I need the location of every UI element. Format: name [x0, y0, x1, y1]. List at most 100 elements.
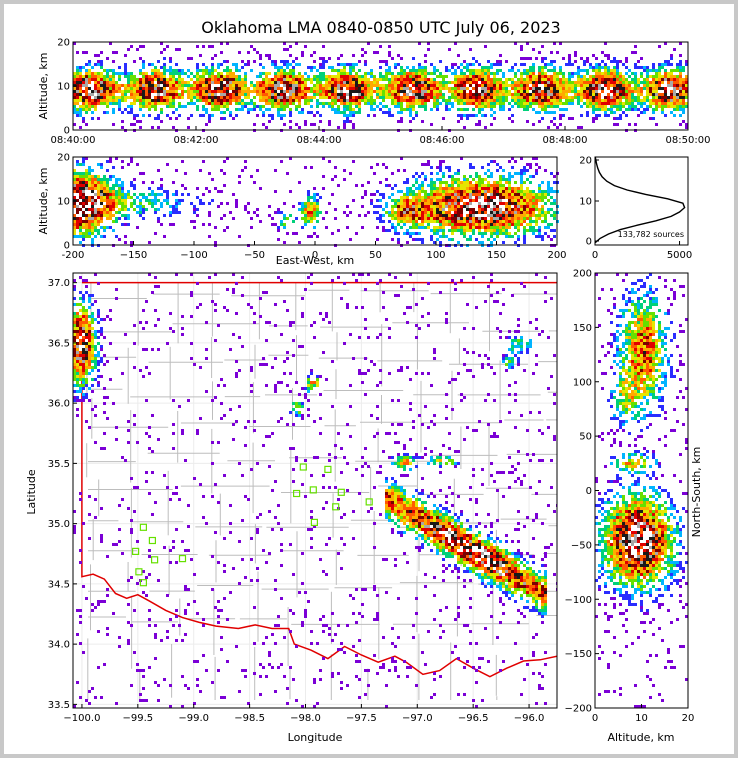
east-west-cell	[451, 229, 454, 232]
map-background	[73, 273, 557, 708]
east-west-cell	[532, 226, 535, 229]
time-altitude-cell	[478, 96, 481, 99]
time-altitude-cell	[328, 102, 331, 105]
time-altitude-cell	[367, 78, 370, 81]
time-altitude-cell	[541, 75, 544, 78]
east-west-cell	[127, 217, 130, 220]
time-altitude-cell	[670, 81, 673, 84]
east-west-cell	[406, 202, 409, 205]
east-west-cell	[547, 199, 550, 202]
time-altitude-cell	[118, 84, 121, 87]
time-altitude-cell	[646, 69, 649, 72]
time-altitude-cell	[577, 75, 580, 78]
time-altitude-cell	[265, 90, 268, 93]
time-altitude-cell	[115, 102, 118, 105]
east-west-cell	[535, 157, 538, 160]
east-west-cell	[427, 196, 430, 199]
east-west-cell	[382, 220, 385, 223]
time-altitude-cell	[490, 93, 493, 96]
time-altitude-cell	[289, 45, 292, 48]
east-west-cell	[493, 181, 496, 184]
time-altitude-cell	[553, 60, 556, 63]
time-altitude-cell	[553, 102, 556, 105]
time-altitude-cell	[685, 87, 688, 90]
time-altitude-cell	[208, 99, 211, 102]
time-altitude-cell	[199, 81, 202, 84]
time-altitude-cell	[550, 87, 553, 90]
time-altitude-cell	[157, 84, 160, 87]
east-west-cell	[469, 223, 472, 226]
time-altitude-cell	[265, 93, 268, 96]
time-altitude-cell	[220, 93, 223, 96]
time-altitude-cell	[460, 78, 463, 81]
time-altitude-cell	[625, 87, 628, 90]
time-altitude-cell	[178, 75, 181, 78]
time-altitude-cell	[151, 96, 154, 99]
time-altitude-cell	[319, 57, 322, 60]
time-altitude-cell	[406, 87, 409, 90]
time-altitude-cell	[652, 75, 655, 78]
east-west-cell	[508, 226, 511, 229]
east-west-cell	[430, 199, 433, 202]
time-altitude-cell	[577, 84, 580, 87]
east-west-cell	[445, 202, 448, 205]
time-altitude-cell	[358, 108, 361, 111]
east-west-cell	[553, 229, 556, 232]
time-altitude-cell	[493, 105, 496, 108]
east-west-cell	[475, 199, 478, 202]
east-west-cell	[82, 193, 85, 196]
east-west-cell	[385, 202, 388, 205]
time-altitude-cell	[562, 81, 565, 84]
east-west-cell	[487, 190, 490, 193]
time-altitude-cell	[592, 102, 595, 105]
east-west-cell	[439, 202, 442, 205]
east-west-cell	[127, 190, 130, 193]
east-west-cell	[394, 202, 397, 205]
east-west-cell	[484, 172, 487, 175]
time-altitude-cell	[604, 114, 607, 117]
time-altitude-cell	[187, 126, 190, 129]
east-west-cell	[505, 202, 508, 205]
time-altitude-cell	[538, 87, 541, 90]
east-west-cell	[448, 208, 451, 211]
time-altitude-cell	[499, 84, 502, 87]
time-altitude-cell	[613, 99, 616, 102]
time-altitude-cell	[220, 72, 223, 75]
east-west-cell	[316, 205, 319, 208]
time-altitude-cell	[505, 90, 508, 93]
time-altitude-cell	[574, 72, 577, 75]
time-altitude-cell	[646, 66, 649, 69]
east-west-cell	[163, 190, 166, 193]
time-altitude-cell	[160, 90, 163, 93]
time-altitude-cell	[340, 69, 343, 72]
east-west-cell	[100, 235, 103, 238]
time-altitude-cell	[100, 78, 103, 81]
time-altitude-cell	[382, 105, 385, 108]
plan-view-cell	[76, 408, 79, 411]
time-altitude-cell	[622, 90, 625, 93]
time-altitude-cell	[421, 78, 424, 81]
east-west-cell	[418, 217, 421, 220]
time-altitude-cell	[124, 99, 127, 102]
east-west-cell	[178, 211, 181, 214]
time-altitude-cell	[220, 51, 223, 54]
time-altitude-cell	[292, 81, 295, 84]
time-altitude-cell	[91, 99, 94, 102]
time-altitude-cell	[127, 48, 130, 51]
time-altitude-cell	[547, 105, 550, 108]
time-altitude-cell	[292, 72, 295, 75]
time-altitude-cell	[388, 90, 391, 93]
east-west-cell	[550, 202, 553, 205]
time-altitude-cell	[532, 90, 535, 93]
time-altitude-cell	[439, 96, 442, 99]
time-altitude-cell	[142, 75, 145, 78]
time-altitude-cell	[232, 75, 235, 78]
east-west-cell	[238, 235, 241, 238]
time-altitude-cell	[559, 93, 562, 96]
east-west-cell	[427, 184, 430, 187]
time-altitude-cell	[490, 99, 493, 102]
east-west-cell	[109, 160, 112, 163]
time-altitude-cell	[106, 81, 109, 84]
time-altitude-cell	[502, 102, 505, 105]
east-west-cell	[535, 235, 538, 238]
